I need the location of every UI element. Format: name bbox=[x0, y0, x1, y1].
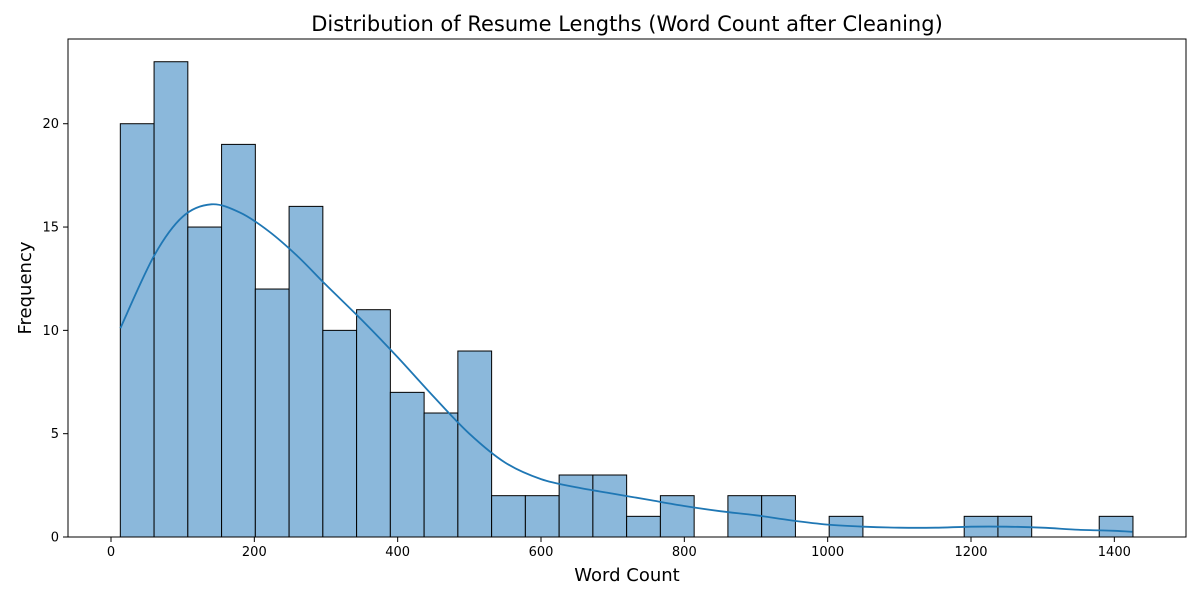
histogram-bar bbox=[187, 226, 223, 538]
histogram-bar bbox=[659, 495, 695, 538]
histogram-bar bbox=[524, 495, 560, 538]
y-tick-label: 10 bbox=[42, 324, 59, 339]
x-tick-label: 0 bbox=[107, 545, 115, 560]
x-tick-label: 1000 bbox=[811, 545, 844, 560]
y-tick-label: 5 bbox=[51, 427, 59, 442]
histogram-bar bbox=[389, 391, 425, 538]
histogram-bar bbox=[727, 495, 763, 538]
histogram-bar bbox=[457, 350, 493, 538]
histogram-bar bbox=[491, 495, 526, 538]
x-tick-label: 1200 bbox=[954, 545, 987, 560]
x-axis-label: Word Count bbox=[574, 565, 679, 586]
plot-frame bbox=[67, 38, 1187, 538]
histogram-bars bbox=[119, 61, 1134, 538]
kde-curve bbox=[119, 203, 1133, 533]
histogram-bar bbox=[153, 61, 189, 538]
histogram-bar bbox=[288, 205, 324, 538]
histogram-bar bbox=[592, 474, 628, 538]
y-tick-label: 20 bbox=[42, 117, 59, 132]
histogram-bar bbox=[221, 143, 256, 538]
histogram-bar bbox=[322, 329, 358, 538]
histogram-bar bbox=[119, 123, 155, 538]
chart-title: Distribution of Resume Lengths (Word Cou… bbox=[311, 12, 943, 36]
x-tick-label: 1400 bbox=[1098, 545, 1131, 560]
histogram-bar bbox=[626, 515, 661, 538]
x-tick-label: 800 bbox=[672, 545, 697, 560]
histogram-bar bbox=[423, 412, 459, 538]
histogram-bar bbox=[254, 288, 290, 538]
histogram-bar bbox=[356, 309, 391, 538]
x-tick-label: 600 bbox=[529, 545, 554, 560]
y-axis: 0 5 10 15 20 bbox=[42, 117, 68, 546]
x-tick-label: 200 bbox=[242, 545, 267, 560]
x-axis: 0 200 400 600 800 1000 1200 1400 bbox=[107, 537, 1131, 560]
y-tick-label: 0 bbox=[51, 531, 59, 546]
x-tick-label: 400 bbox=[385, 545, 410, 560]
y-tick-label: 15 bbox=[42, 221, 59, 236]
histogram-bar bbox=[1098, 515, 1134, 538]
y-axis-label: Frequency bbox=[15, 241, 36, 334]
